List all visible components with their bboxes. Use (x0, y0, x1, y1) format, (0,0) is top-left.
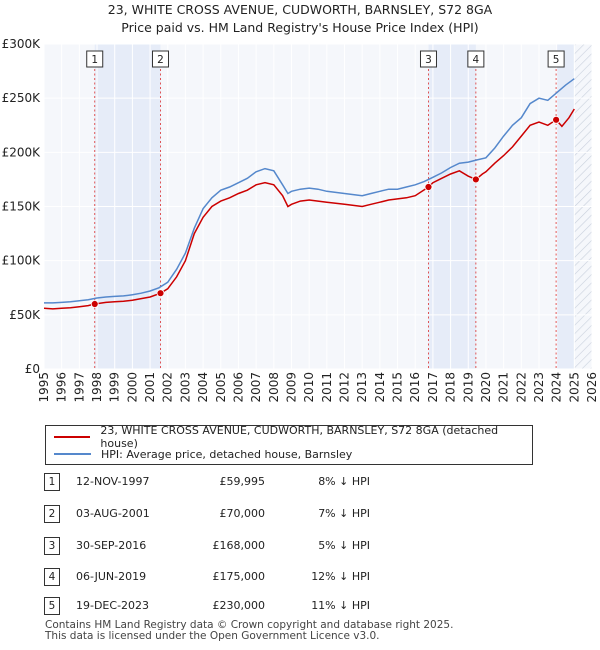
property-series-line (43, 108, 575, 310)
sale-marker-label: 2 (157, 54, 164, 66)
sale-point (552, 115, 561, 124)
sale-marker-box (151, 50, 169, 68)
sale-marker-label: 5 (553, 54, 560, 66)
transaction-price: £59,995 (219, 475, 266, 488)
x-tick-label: 2019 (461, 372, 475, 403)
transaction-hpi-diff: 5% ↓ HPI (318, 539, 370, 552)
chart-area: 1 2 3 4 5 £0 £50K £100K £150K £200K £250K £300K 1995… (2, 37, 599, 403)
transaction-price: £168,000 (212, 539, 266, 552)
x-tick-label: 2021 (497, 372, 511, 403)
x-tick-label: 2024 (550, 372, 564, 403)
transaction-date: 06-JUN-2019 (76, 570, 147, 583)
sale-point (156, 289, 165, 298)
transaction-date: 12-NOV-1997 (76, 475, 150, 488)
legend-label-property: 23, WHITE CROSS AVENUE, CUDWORTH, BARNSL… (100, 424, 499, 450)
y-tick-label: £200K (2, 145, 42, 159)
x-tick-label: 2010 (302, 372, 316, 403)
transaction-hpi-diff: 12% ↓ HPI (311, 570, 370, 583)
x-tick-label: 1996 (55, 372, 69, 403)
x-tick-label: 2002 (161, 372, 175, 403)
y-tick-label: £50K (9, 308, 41, 322)
x-tick-label: 1998 (90, 372, 104, 403)
x-tick-label: 2009 (284, 372, 298, 403)
transaction-number-badge: 4 (44, 568, 60, 586)
transaction-hpi-diff: 8% ↓ HPI (318, 475, 370, 488)
x-tick-label: 2011 (320, 372, 334, 403)
footer-line-2: This data is licensed under the Open Gov… (45, 630, 380, 642)
legend-swatch-property (54, 436, 91, 438)
sale-point (424, 183, 433, 191)
x-tick-label: 2022 (514, 372, 528, 403)
x-tick-label: 2014 (373, 372, 387, 403)
chart-subtitle: Price paid vs. HM Land Registry's House … (121, 20, 479, 35)
transaction-row: 2 03-AUG-2001 £70,000 7% ↓ HPI (0, 503, 600, 527)
transaction-date: 03-AUG-2001 (76, 507, 150, 520)
sale-point (471, 175, 480, 184)
y-tick-label: £250K (2, 91, 42, 105)
legend: 23, WHITE CROSS AVENUE, CUDWORTH, BARNSL… (45, 424, 533, 465)
chart-title: 23, WHITE CROSS AVENUE, CUDWORTH, BARNSL… (107, 2, 493, 17)
transaction-price: £230,000 (212, 599, 266, 612)
hpi-series-line (44, 78, 575, 304)
sale-marker-box (467, 50, 485, 68)
sale-marker-box (547, 50, 565, 68)
x-tick-label: 2023 (532, 372, 546, 403)
sale-marker-label: 1 (91, 54, 98, 66)
x-tick-label: 1999 (108, 372, 122, 403)
sale-marker-box (419, 50, 437, 68)
transaction-number-badge: 2 (44, 505, 60, 523)
transaction-row: 3 30-SEP-2016 £168,000 5% ↓ HPI (0, 535, 600, 559)
x-tick-label: 2026 (585, 372, 599, 403)
transaction-price: £175,000 (212, 570, 266, 583)
transaction-number-badge: 3 (44, 537, 60, 555)
x-tick-label: 2017 (426, 372, 440, 403)
footer-attribution: Contains HM Land Registry data © Crown c… (45, 620, 453, 642)
legend-label-hpi: HPI: Average price, detached house, Barn… (101, 447, 353, 461)
transaction-row: 4 06-JUN-2019 £175,000 12% ↓ HPI (0, 566, 600, 590)
x-tick-label: 2006 (231, 372, 245, 403)
transaction-date: 30-SEP-2016 (76, 539, 147, 552)
x-tick-label: 2005 (214, 372, 228, 403)
transaction-hpi-diff: 11% ↓ HPI (311, 599, 370, 612)
x-tick-label: 2013 (355, 372, 369, 403)
y-tick-label: £300K (2, 37, 42, 51)
x-tick-label: 2016 (408, 372, 422, 403)
x-tick-label: 2001 (143, 372, 157, 403)
footer-line-1: Contains HM Land Registry data © Crown c… (45, 619, 454, 631)
transaction-row: 1 12-NOV-1997 £59,995 8% ↓ HPI (0, 471, 600, 495)
x-tick-label: 2007 (249, 372, 263, 403)
transaction-hpi-diff: 7% ↓ HPI (318, 507, 370, 520)
x-tick-label: 1997 (72, 372, 86, 403)
legend-item-property: 23, WHITE CROSS AVENUE, CUDWORTH, BARNSL… (54, 424, 532, 450)
x-tick-label: 2015 (391, 372, 405, 403)
legend-swatch-hpi (54, 453, 91, 455)
y-tick-label: £100K (2, 254, 42, 268)
x-tick-label: 1995 (37, 372, 51, 403)
x-tick-label: 2004 (196, 372, 210, 403)
transaction-number-badge: 5 (44, 597, 60, 615)
x-tick-label: 2018 (444, 372, 458, 403)
transaction-row: 5 19-DEC-2023 £230,000 11% ↓ HPI (0, 595, 600, 619)
x-tick-label: 2000 (125, 372, 139, 403)
sale-marker-label: 3 (425, 54, 432, 66)
x-tick-label: 2003 (178, 372, 192, 403)
y-tick-label: £150K (2, 200, 42, 214)
x-tick-label: 2020 (479, 372, 493, 403)
y-tick-label: £0 (25, 362, 40, 376)
transaction-number-badge: 1 (44, 473, 60, 491)
legend-item-hpi: HPI: Average price, detached house, Barn… (54, 446, 352, 462)
transaction-date: 19-DEC-2023 (76, 599, 150, 612)
x-tick-label: 2025 (567, 372, 581, 403)
transaction-price: £70,000 (219, 507, 266, 520)
sale-marker-label: 4 (473, 54, 480, 66)
sale-marker-box (86, 50, 104, 68)
sale-point (90, 300, 99, 308)
x-tick-label: 2008 (267, 372, 281, 403)
x-tick-label: 2012 (338, 372, 352, 403)
